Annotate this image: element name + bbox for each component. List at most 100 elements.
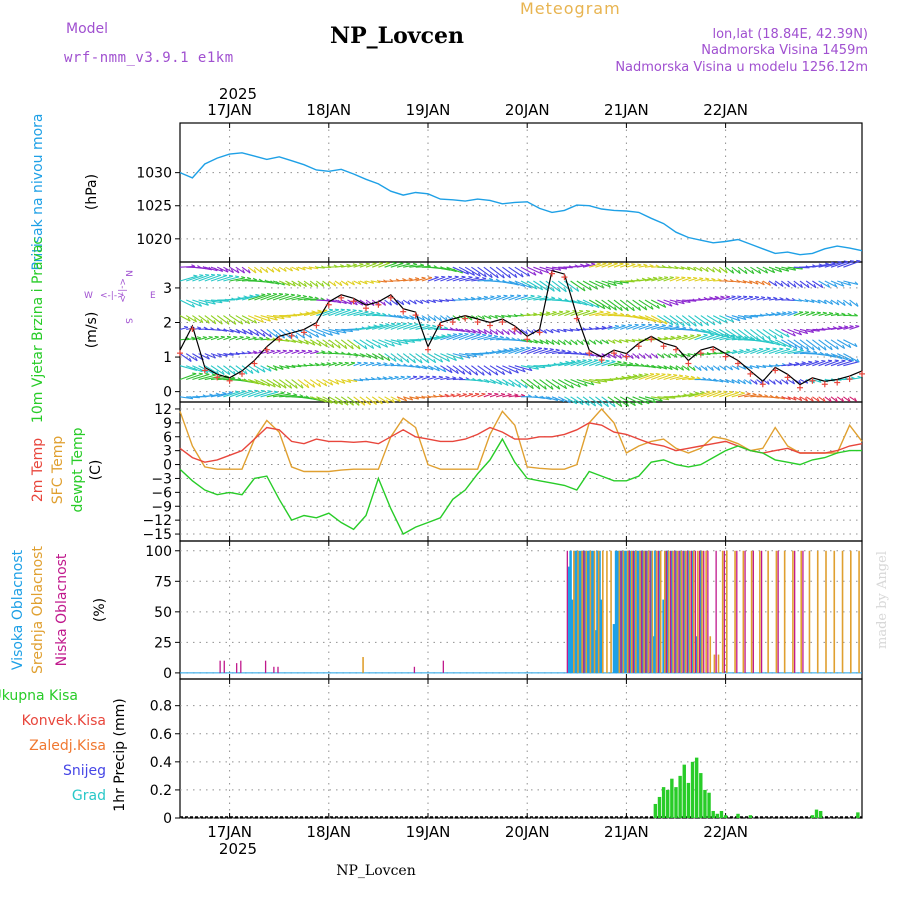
wind-arrow-head xyxy=(370,311,375,314)
cloud-bar xyxy=(579,550,583,673)
wind-arrow-head xyxy=(419,375,424,378)
wind-arrow xyxy=(657,365,667,370)
y-tick-label: 1030 xyxy=(136,166,172,182)
wind-arrow-head xyxy=(385,323,390,326)
wind-arrow-head xyxy=(252,277,258,281)
wind-arrow xyxy=(396,263,411,268)
wind-arrow xyxy=(316,309,334,317)
wind-arrow xyxy=(266,392,285,398)
wind-arrow-head xyxy=(318,342,322,347)
wind-arrow xyxy=(644,353,652,359)
wind-arrow xyxy=(297,379,310,389)
wind-arrow xyxy=(508,315,518,318)
wind-arrow xyxy=(843,326,854,330)
y-tick-label: 50 xyxy=(154,605,172,621)
y-tick-label: 0 xyxy=(163,666,172,682)
wind-arrow-head xyxy=(843,260,848,263)
wind-arrow xyxy=(179,373,197,381)
wind-arrow xyxy=(415,365,427,370)
wind-arrow xyxy=(582,359,599,367)
cloud-bar xyxy=(585,550,589,673)
wind-arrow xyxy=(806,299,815,303)
wind-arrow-head xyxy=(629,362,634,365)
wind-arrow-head xyxy=(489,330,493,335)
dewpoint-label: dewpt Temp xyxy=(70,427,86,512)
altitude-label: Nadmorska Visina 1459m xyxy=(701,43,868,58)
wind-arrow xyxy=(719,315,734,323)
wind-arrow xyxy=(706,365,714,371)
wind-arrow xyxy=(793,396,803,402)
cloud-bar xyxy=(777,550,779,673)
wind-arrow xyxy=(415,325,431,330)
cloud-bar xyxy=(825,550,827,673)
wind-arrow-head xyxy=(298,282,302,287)
wind-arrow-head xyxy=(304,282,307,287)
wind-arrow-head xyxy=(373,324,378,327)
wind-arrow-head xyxy=(212,354,216,359)
wind-arrow xyxy=(179,315,191,322)
wind-arrow-head xyxy=(771,269,776,274)
wind-arrow-head xyxy=(774,282,778,287)
wind-arrow xyxy=(198,365,214,375)
precip-bar xyxy=(715,813,720,818)
wind-arrow xyxy=(644,265,654,268)
wind-arrow xyxy=(787,280,797,288)
wind-arrow-head xyxy=(585,263,590,266)
wind-arrow xyxy=(241,328,253,336)
wind-arrow xyxy=(700,334,715,341)
wind-arrow xyxy=(372,280,381,284)
wind-arrow-head xyxy=(260,318,265,323)
day-label-top: 18JAN xyxy=(306,101,351,119)
y-tick-label: −15 xyxy=(142,527,172,543)
wind-arrow xyxy=(266,328,279,339)
wind-arrow-head xyxy=(767,380,770,385)
wind-arrow-head xyxy=(433,358,437,363)
wind-arrow-head xyxy=(552,287,555,292)
compass-south: S xyxy=(123,318,133,324)
wind-arrow xyxy=(278,266,287,272)
y-tick-label: 2 xyxy=(163,315,172,331)
wind-arrow xyxy=(235,336,244,341)
wind-arrow-head xyxy=(460,356,464,360)
wind-arrow-head xyxy=(222,391,227,395)
cloud-bar xyxy=(664,550,667,673)
wind-arrow-head xyxy=(259,336,264,339)
wind-arrow xyxy=(700,315,716,326)
cloud-bar xyxy=(699,550,703,673)
wind-arrow xyxy=(489,315,498,319)
wind-arrow xyxy=(254,390,272,398)
wind-arrow-head xyxy=(241,390,246,392)
wind-arrow xyxy=(570,328,580,332)
wind-arrow-head xyxy=(396,322,401,325)
cloud-bar xyxy=(802,550,804,673)
wind-arrow-head xyxy=(830,300,834,305)
wind-arrow xyxy=(365,262,377,268)
wind-arrow xyxy=(651,277,663,282)
wind-arrow xyxy=(638,315,656,323)
wind-arrow-head xyxy=(683,334,688,337)
wind-arrow-head xyxy=(499,335,504,339)
cloud-bar xyxy=(680,550,683,673)
wind-arrow xyxy=(774,328,790,338)
wind-arrow xyxy=(744,315,758,318)
cloud-bar xyxy=(703,550,705,673)
wind-arrow xyxy=(440,395,449,398)
wind-arrow-head xyxy=(593,340,597,345)
wind-arrow xyxy=(564,328,573,332)
wind-arrow xyxy=(719,328,736,339)
wind-arrow xyxy=(787,350,804,355)
wind-arrow-head xyxy=(607,262,612,265)
wind-arrow-head xyxy=(399,262,404,264)
cloud-bar xyxy=(717,654,720,673)
wind-arrow xyxy=(576,396,590,406)
wind-arrow xyxy=(508,328,516,335)
wind-arrow xyxy=(830,396,838,403)
wind-arrow-head xyxy=(318,382,322,387)
wind-arrow-head xyxy=(476,333,481,336)
wind-arrow-head xyxy=(857,375,862,379)
wind-arrow-head xyxy=(408,322,413,325)
wind-arrow-head xyxy=(387,356,391,361)
day-label-bottom: 17JAN xyxy=(207,823,252,841)
precip-bar xyxy=(699,773,703,818)
wind-arrow-head xyxy=(655,354,659,359)
